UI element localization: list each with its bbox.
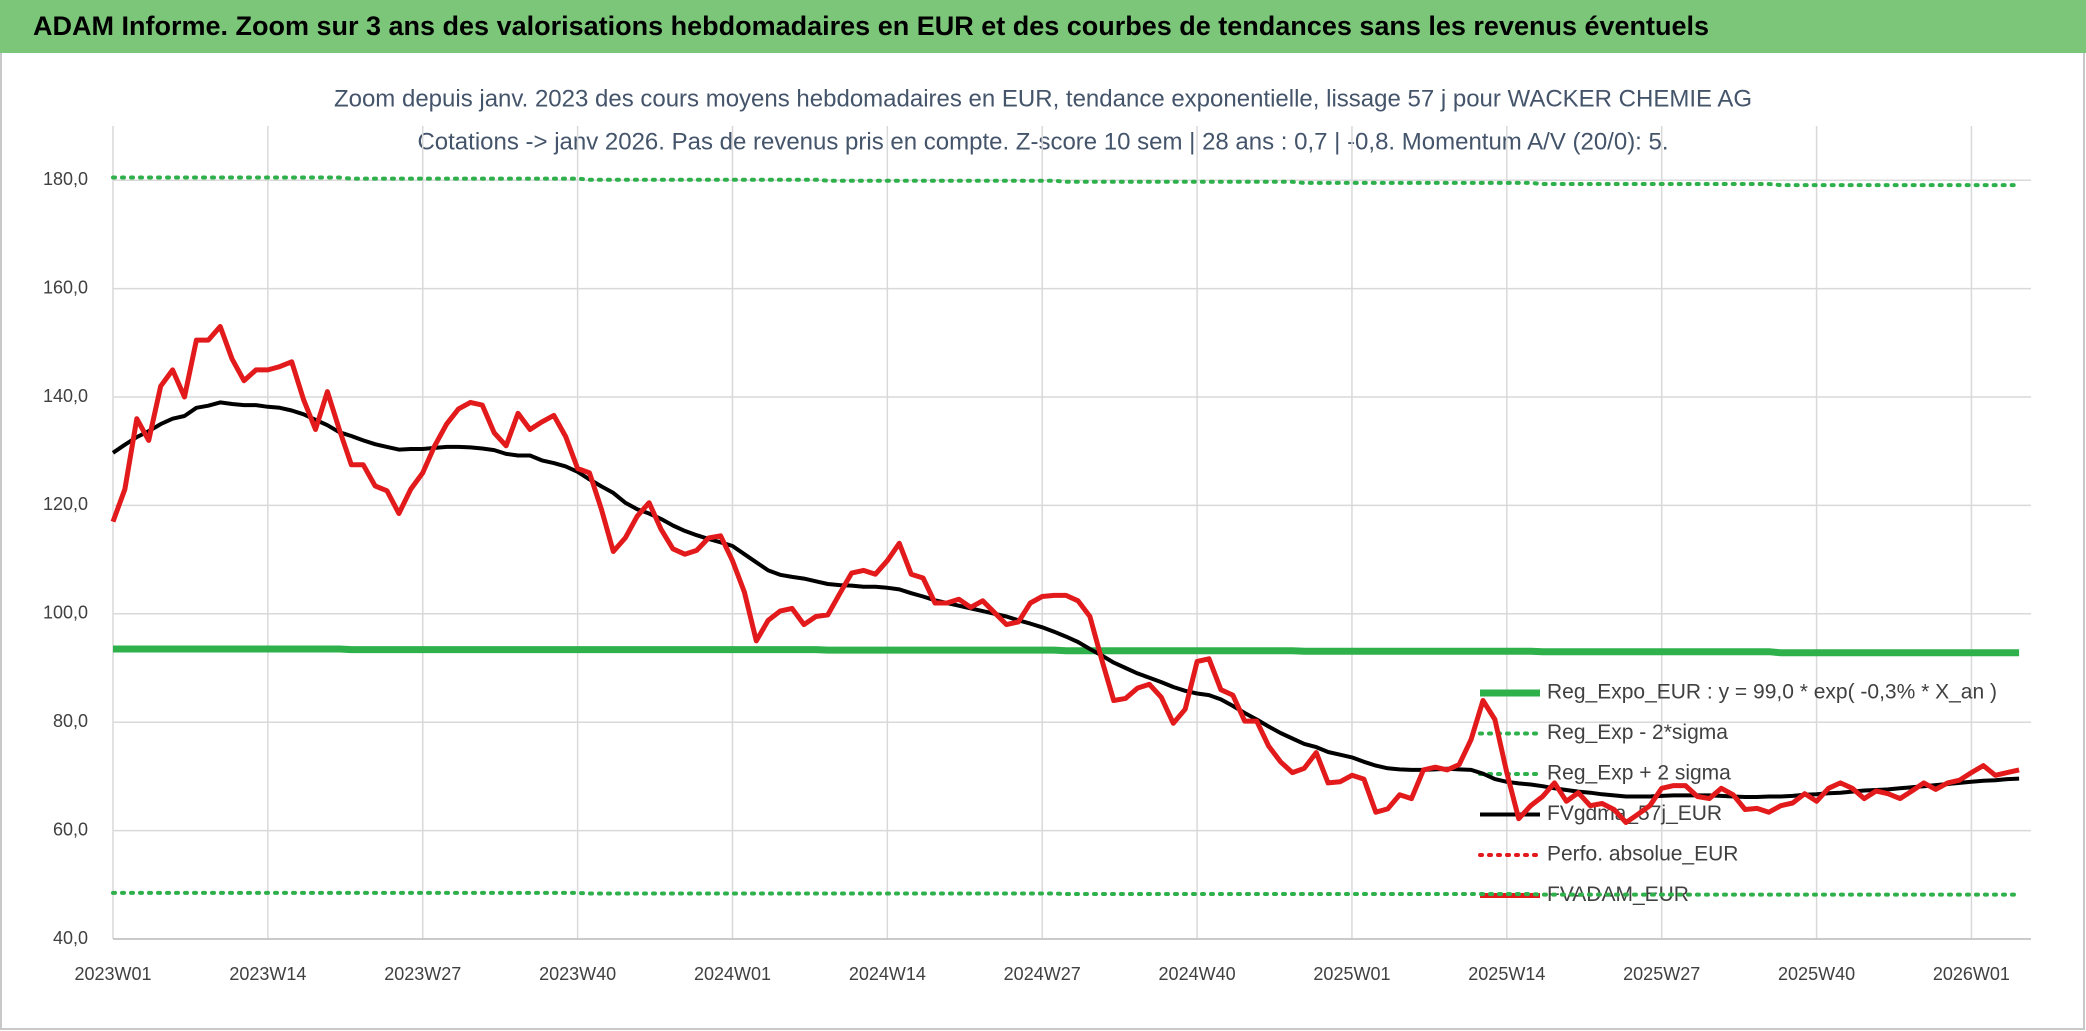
y-tick-label: 40,0 <box>53 928 88 948</box>
x-tick-label: 2025W27 <box>1623 964 1700 984</box>
chart-subtitle: Cotations -> janv 2026. Pas de revenus p… <box>417 128 1668 155</box>
series-line <box>113 645 2020 657</box>
x-tick-label: 2024W40 <box>1159 964 1236 984</box>
header-bar <box>0 0 2086 53</box>
y-tick-label: 60,0 <box>53 819 88 839</box>
legend-label: Perfo. absolue_EUR <box>1547 843 1738 866</box>
legend-label: FVgdma_57j_EUR <box>1547 802 1722 825</box>
x-tick-label: 2024W01 <box>694 964 771 984</box>
x-tick-label: 2026W01 <box>1933 964 2010 984</box>
header: ADAM Informe. Zoom sur 3 ans des valoris… <box>33 11 1709 41</box>
x-tick-label: 2024W14 <box>849 964 926 984</box>
legend-label: Reg_Expo_EUR : y = 99,0 * exp( -0,3% * X… <box>1547 681 1997 704</box>
y-tick-label: 180,0 <box>43 169 88 189</box>
x-tick-label: 2025W40 <box>1778 964 1855 984</box>
x-tick-label: 2023W14 <box>229 964 306 984</box>
chart-title: Zoom depuis janv. 2023 des cours moyens … <box>334 85 1752 112</box>
legend-label: Reg_Exp + 2 sigma <box>1547 762 1731 785</box>
series-line <box>111 890 2022 897</box>
y-tick-label: 100,0 <box>43 603 88 623</box>
y-tick-label: 160,0 <box>43 277 88 297</box>
y-tick-label: 80,0 <box>53 711 88 731</box>
x-tick-label: 2023W01 <box>74 964 151 984</box>
x-tick-label: 2023W40 <box>539 964 616 984</box>
series-line <box>111 175 2022 188</box>
x-tick-label: 2024W27 <box>1004 964 1081 984</box>
x-tick-label: 2023W27 <box>384 964 461 984</box>
x-tick-label: 2025W14 <box>1468 964 1545 984</box>
y-tick-label: 140,0 <box>43 386 88 406</box>
legend-label: Reg_Exp - 2*sigma <box>1547 721 1728 744</box>
y-tick-label: 120,0 <box>43 494 88 514</box>
x-tick-label: 2025W01 <box>1313 964 1390 984</box>
series-line <box>110 324 2020 825</box>
